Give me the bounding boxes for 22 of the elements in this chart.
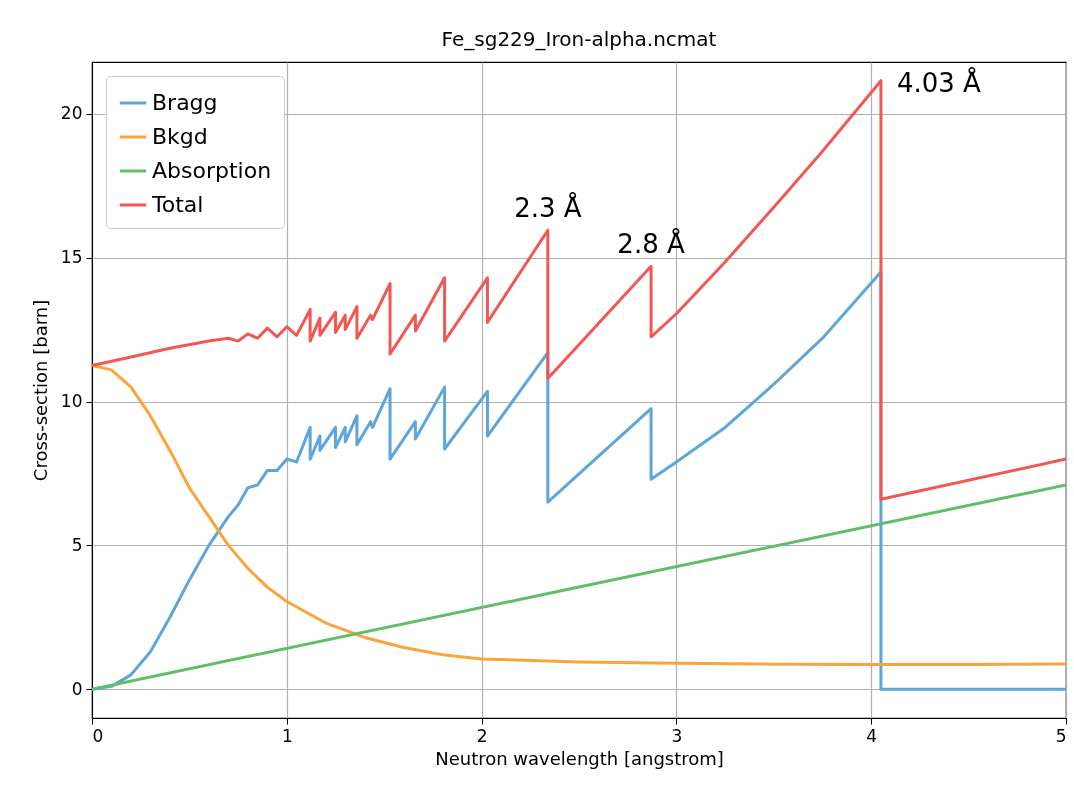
line-series	[92, 364, 1066, 666]
x-tick-label: 3	[671, 725, 683, 746]
y-tick-label: 20	[60, 103, 83, 124]
y-tick-label: 5	[71, 534, 83, 555]
x-tick-label: 0	[92, 725, 104, 746]
chart-title: Fe_sg229_Iron-alpha.ncmat	[441, 27, 717, 51]
annotation: 2.8 Å	[617, 228, 685, 260]
legend-label: Bkgd	[152, 124, 208, 149]
x-tick-label: 5	[1055, 725, 1067, 746]
x-axis-title: Neutron wavelength [angstrom]	[435, 747, 724, 769]
x-tick-label: 2	[476, 725, 488, 746]
legend-label: Bragg	[152, 90, 218, 115]
legend-label: Absorption	[152, 158, 272, 183]
y-tick-label: 10	[60, 391, 83, 412]
y-axis-title: Cross-section [barn]	[29, 299, 51, 482]
y-tick-label: 0	[71, 678, 83, 699]
annotation: 2.3 Å	[514, 192, 582, 224]
y-tick-label: 15	[60, 247, 83, 268]
x-tick-label: 1	[281, 725, 293, 746]
annotation: 4.03 Å	[896, 66, 982, 98]
legend-label: Total	[151, 192, 204, 217]
x-tick-label: 4	[866, 725, 878, 746]
